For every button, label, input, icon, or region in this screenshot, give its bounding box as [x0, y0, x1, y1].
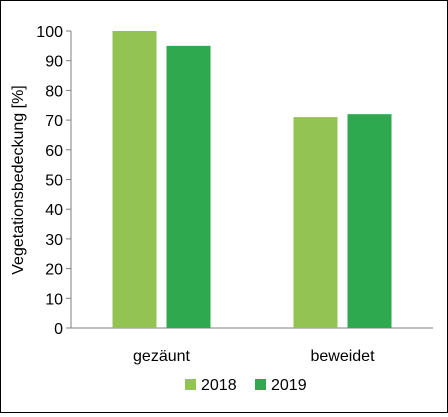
bars: [112, 31, 392, 328]
x-category-label: gezäunt: [133, 348, 190, 365]
y-tick-label: 0: [54, 321, 63, 338]
bar-2019-0: [166, 45, 211, 328]
y-tick-label: 70: [45, 113, 63, 130]
legend-label: 2019: [271, 377, 307, 394]
bar-2019-1: [347, 114, 392, 328]
y-axis-label: Vegetationsbedeckung [%]: [10, 85, 27, 274]
legend-swatch-2018: [185, 379, 196, 390]
y-tick-label: 40: [45, 202, 63, 219]
y-tick-label: 10: [45, 291, 63, 308]
legend-label: 2018: [201, 377, 237, 394]
x-axis: gezäunt beweidet: [71, 327, 433, 365]
y-tick-label: 30: [45, 232, 63, 249]
bar-2018-0: [112, 31, 157, 328]
x-category-label: beweidet: [310, 348, 375, 365]
y-tick-label: 20: [45, 262, 63, 279]
y-axis: 0 10 20 30 40 50 60 70 80 90 100: [36, 24, 72, 338]
bar-2018-1: [293, 117, 338, 328]
legend: 2018 2019: [185, 377, 307, 394]
y-tick-label: 50: [45, 173, 63, 190]
y-tick-label: 80: [45, 83, 63, 100]
y-tick-label: 60: [45, 143, 63, 160]
y-tick-label: 100: [36, 24, 63, 41]
y-tick-label: 90: [45, 54, 63, 71]
legend-swatch-2019: [255, 379, 266, 390]
